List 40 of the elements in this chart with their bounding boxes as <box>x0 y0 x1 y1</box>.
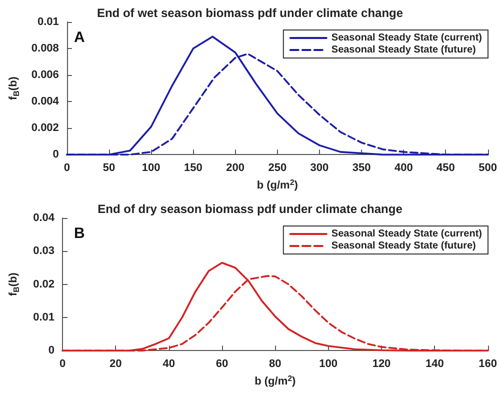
x-tick-label: 20 <box>110 358 122 370</box>
chart-title: End of wet season biomass pdf under climate change <box>96 6 404 20</box>
y-tick-label: 0 <box>52 148 59 161</box>
x-tick-label: 400 <box>394 162 413 174</box>
chart-title: End of dry season biomass pdf under climate change <box>98 202 403 216</box>
x-tick-label: 160 <box>478 358 498 370</box>
y-axis-title: fB(b) <box>8 76 21 100</box>
annotation: B <box>74 225 85 242</box>
y-tick-label: 0.01 <box>38 16 59 28</box>
x-tick-label: 250 <box>268 162 287 174</box>
x-tick-label: 60 <box>216 358 228 370</box>
y-tick-label: 0.008 <box>31 42 59 55</box>
x-tick-label: 150 <box>184 162 202 174</box>
x-tick-label: 100 <box>142 162 160 174</box>
x-tick-label: 350 <box>352 162 371 174</box>
x-tick-label: 0 <box>64 162 70 174</box>
x-tick-label: 300 <box>310 162 329 174</box>
y-tick-label: 0.004 <box>31 96 60 108</box>
legend-label: Seasonal Steady State (future) <box>331 44 476 56</box>
legend-label: Seasonal Steady State (current) <box>331 228 482 240</box>
y-tick-label: 0.03 <box>33 245 54 258</box>
y-tick-label: 0.01 <box>33 311 54 324</box>
x-tick-label: 80 <box>269 358 282 370</box>
y-tick-label: 0.04 <box>33 212 56 224</box>
y-tick-label: 0.006 <box>31 69 59 82</box>
y-tick-label: 0.02 <box>33 278 54 290</box>
x-tick-label: 140 <box>425 358 444 370</box>
annotation: A <box>74 29 85 46</box>
x-tick-label: 500 <box>478 162 498 174</box>
x-tick-label: 50 <box>102 162 116 174</box>
legend-label: Seasonal Steady State (current) <box>331 32 482 44</box>
x-tick-label: 450 <box>436 162 455 174</box>
y-tick-label: 0.002 <box>31 122 59 134</box>
x-tick-label: 40 <box>162 358 175 370</box>
y-tick-label: 0 <box>48 344 54 357</box>
x-tick-label: 100 <box>319 358 338 370</box>
x-tick-label: 120 <box>372 358 391 370</box>
x-tick-label: 200 <box>226 162 244 174</box>
legend-label: Seasonal Steady State (future) <box>331 240 476 252</box>
y-axis-title: fB(b) <box>8 272 21 296</box>
